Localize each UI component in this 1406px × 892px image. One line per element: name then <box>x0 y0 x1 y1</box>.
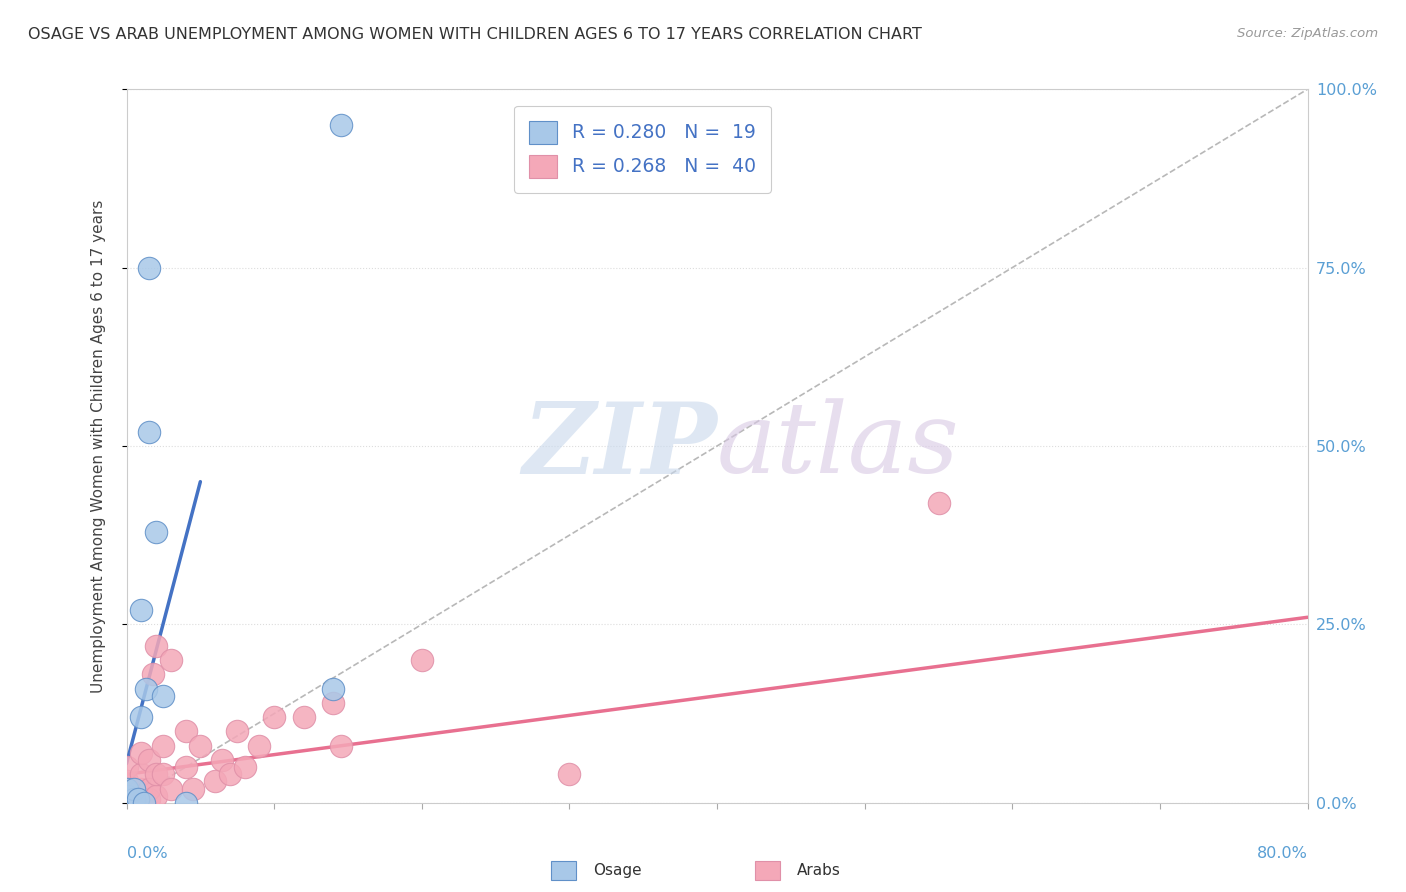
Point <box>411 653 433 667</box>
Point <box>152 739 174 753</box>
Point <box>226 724 249 739</box>
Point <box>219 767 242 781</box>
Point <box>211 753 233 767</box>
Point <box>127 796 149 810</box>
Point <box>174 796 197 810</box>
Point <box>115 781 138 796</box>
Y-axis label: Unemployment Among Women with Children Ages 6 to 17 years: Unemployment Among Women with Children A… <box>91 199 105 693</box>
Point <box>233 760 256 774</box>
Point <box>174 724 197 739</box>
Point <box>115 760 138 774</box>
Point <box>142 667 165 681</box>
Point <box>322 681 344 696</box>
Point <box>115 796 138 810</box>
Point <box>129 603 153 617</box>
Point <box>145 789 167 803</box>
Point <box>122 792 145 806</box>
Point <box>138 792 160 806</box>
Point <box>122 796 145 810</box>
Point <box>115 792 138 806</box>
Point <box>928 496 950 510</box>
Point <box>159 653 183 667</box>
Legend: R = 0.280   N =  19, R = 0.268   N =  40: R = 0.280 N = 19, R = 0.268 N = 40 <box>513 106 770 193</box>
Point <box>174 760 197 774</box>
Point <box>138 260 160 275</box>
Text: 0.0%: 0.0% <box>127 846 167 861</box>
Point <box>204 774 226 789</box>
Point <box>188 739 211 753</box>
Point <box>115 789 138 803</box>
Point <box>138 781 160 796</box>
Point <box>115 792 138 806</box>
Point <box>115 796 138 810</box>
Point <box>138 425 160 439</box>
Point <box>129 710 153 724</box>
Point <box>329 118 352 132</box>
Point <box>145 639 167 653</box>
Point <box>152 767 174 781</box>
Point <box>181 781 204 796</box>
Point <box>145 767 167 781</box>
Text: atlas: atlas <box>717 399 960 493</box>
Point <box>159 781 183 796</box>
Point <box>263 710 285 724</box>
Point <box>129 767 153 781</box>
Point <box>129 781 153 796</box>
Point <box>127 792 149 806</box>
Text: Arabs: Arabs <box>797 863 841 878</box>
Point <box>122 796 145 810</box>
Point <box>122 789 145 803</box>
Point <box>122 781 145 796</box>
Text: Osage: Osage <box>593 863 643 878</box>
Point <box>115 781 138 796</box>
Point <box>292 710 315 724</box>
Point <box>115 789 138 803</box>
Point <box>115 774 138 789</box>
Point <box>138 753 160 767</box>
Point <box>558 767 581 781</box>
Text: Source: ZipAtlas.com: Source: ZipAtlas.com <box>1237 27 1378 40</box>
Text: ZIP: ZIP <box>522 398 717 494</box>
Point <box>135 681 157 696</box>
Text: OSAGE VS ARAB UNEMPLOYMENT AMONG WOMEN WITH CHILDREN AGES 6 TO 17 YEARS CORRELAT: OSAGE VS ARAB UNEMPLOYMENT AMONG WOMEN W… <box>28 27 922 42</box>
Point <box>145 524 167 539</box>
Point <box>247 739 270 753</box>
Point <box>152 689 174 703</box>
Point <box>322 696 344 710</box>
Text: 80.0%: 80.0% <box>1257 846 1308 861</box>
Point <box>134 796 156 810</box>
Point <box>129 746 153 760</box>
Point <box>329 739 352 753</box>
